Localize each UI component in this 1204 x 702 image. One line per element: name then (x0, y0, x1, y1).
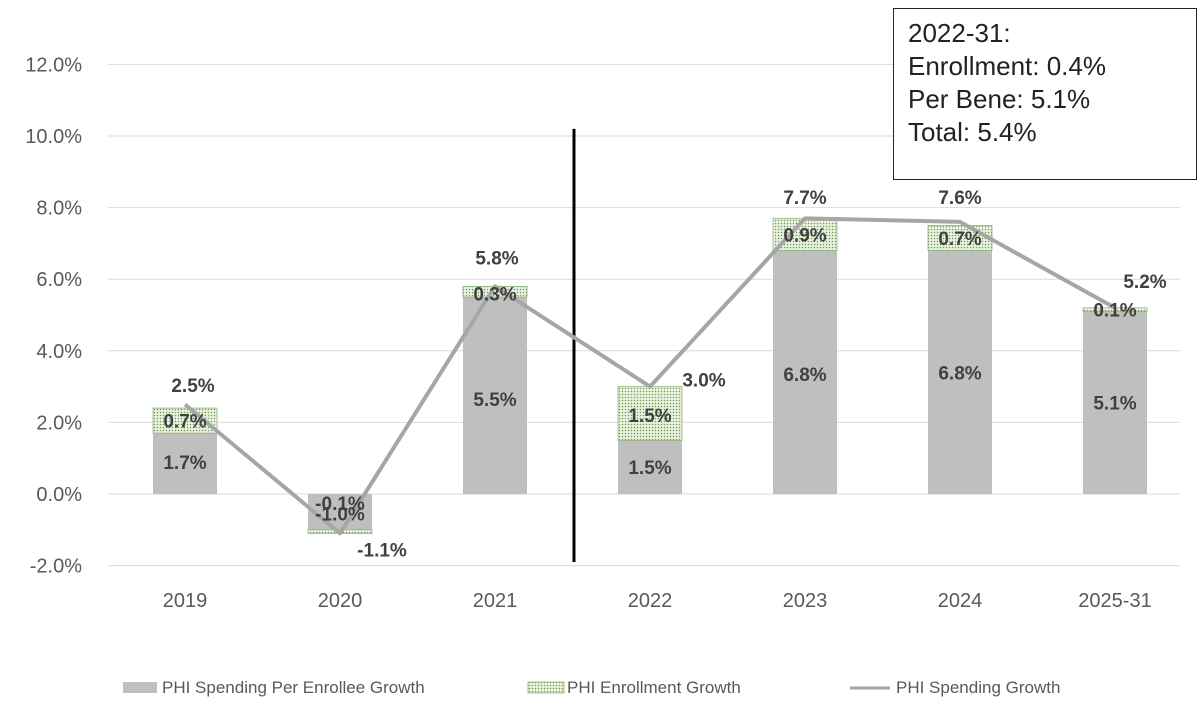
x-category-label: 2020 (318, 590, 363, 612)
bar-per-enrollee-growth (618, 440, 682, 494)
y-tick-label: 12.0% (25, 54, 82, 76)
x-category-label: 2019 (163, 590, 208, 612)
label-per-enrollee: 5.5% (473, 390, 516, 411)
legend: PHI Spending Per Enrollee Growth PHI Enro… (123, 678, 1060, 697)
x-category-label: 2022 (628, 590, 673, 612)
label-total-growth: 7.7% (783, 188, 826, 209)
label-per-enrollee: 5.1% (1093, 394, 1136, 415)
y-tick-label: -2.0% (30, 556, 82, 578)
y-tick-label: 0.0% (36, 484, 82, 506)
annotation-line-1: 2022-31: (908, 18, 1011, 48)
bar-per-enrollee-growth (153, 433, 217, 494)
legend-swatch-per-enrollee (123, 682, 157, 693)
x-category-label: 2025-31 (1078, 590, 1151, 612)
data-labels: 1.7% -1.0% 5.5% 1.5% 6.8% 6.8% 5.1% 0.7% -0.1% 0.… (163, 188, 1166, 562)
y-tick-label: 6.0% (36, 269, 82, 291)
bars (152, 217, 1148, 534)
label-total-growth: 5.2% (1123, 272, 1166, 293)
label-enrollment: 0.7% (938, 229, 981, 250)
annotation-line-2: Enrollment: 0.4% (908, 51, 1106, 81)
label-per-enrollee: 1.5% (628, 458, 671, 479)
total-growth-polyline (183, 216, 1116, 536)
bar-per-enrollee-growth (928, 250, 992, 494)
spending-growth-line (183, 216, 1116, 536)
annotation-line-3: Per Bene: 5.1% (908, 84, 1091, 114)
summary-annotation-box: 2022-31: Enrollment: 0.4% Per Bene: 5.1%… (893, 8, 1197, 180)
bar-per-enrollee-growth (463, 297, 527, 494)
label-enrollment: 0.1% (1093, 301, 1136, 322)
label-enrollment: 0.9% (783, 225, 826, 246)
x-category-label: 2021 (473, 590, 518, 612)
label-enrollment: 1.5% (628, 406, 671, 427)
legend-label-per-enrollee: PHI Spending Per Enrollee Growth (162, 678, 425, 697)
bar-enrollment-growth (927, 225, 993, 251)
y-tick-label: 4.0% (36, 341, 82, 363)
bar-per-enrollee-growth (773, 250, 837, 494)
y-tick-label: 10.0% (25, 126, 82, 148)
label-total-growth: 5.8% (475, 249, 518, 270)
annotation-line-4: Total: 5.4% (908, 117, 1037, 147)
label-per-enrollee: 6.8% (938, 363, 981, 384)
label-total-growth: 7.6% (938, 188, 981, 209)
label-total-growth: 2.5% (171, 376, 214, 397)
label-enrollment: 0.3% (473, 285, 516, 306)
legend-label-total: PHI Spending Growth (896, 678, 1060, 697)
x-category-label: 2024 (938, 590, 983, 612)
legend-label-enrollment: PHI Enrollment Growth (567, 678, 741, 697)
legend-swatch-enrollment (527, 681, 565, 694)
y-tick-label: 8.0% (36, 198, 82, 220)
label-per-enrollee: 1.7% (163, 453, 206, 474)
label-total-growth: 3.0% (682, 370, 725, 391)
y-tick-label: 2.0% (36, 412, 82, 434)
label-per-enrollee: 6.8% (783, 365, 826, 386)
label-per-enrollee: -1.0% (315, 505, 365, 526)
label-enrollment: -0.1% (315, 494, 365, 515)
bar-per-enrollee-growth (1083, 311, 1147, 494)
label-total-growth: -1.1% (357, 540, 407, 561)
x-category-label: 2023 (783, 590, 828, 612)
x-axis-category-labels: 2019 2020 2021 2022 2023 2024 2025-31 (163, 590, 1152, 612)
y-axis-tick-labels: -2.0% 0.0% 2.0% 4.0% 6.0% 8.0% 10.0% 12.0% (25, 54, 82, 577)
label-enrollment: 0.7% (163, 412, 206, 433)
